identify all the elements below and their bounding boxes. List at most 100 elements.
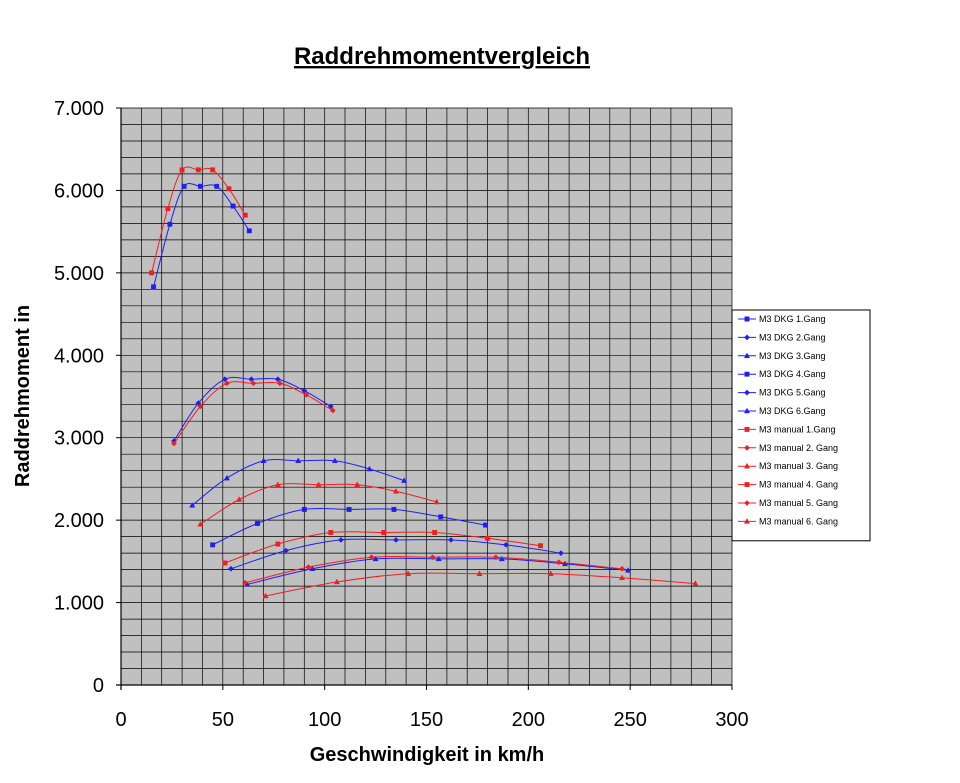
data-point: [447, 536, 454, 543]
legend-label: M3 DKG 4.Gang: [759, 369, 826, 379]
x-tick-label: 200: [512, 709, 545, 731]
data-point: [149, 270, 155, 276]
y-tick-label: 0: [93, 675, 104, 697]
data-point: [538, 543, 544, 549]
legend: M3 DKG 1.Gang M3 DKG 2.Gang M3 DKG 3.Gang M…: [731, 309, 871, 542]
data-point: [429, 554, 436, 561]
legend-marker: [744, 482, 750, 488]
y-axis-ticks: 0 1.000 2.000 3.000 4.000 5.000 6.000 7.000: [54, 98, 121, 697]
legend-item: M3 DKG 2.Gang: [738, 332, 826, 342]
y-axis-label: Raddrehmoment in: [12, 305, 34, 487]
series-m3-manual-1-gang: [149, 166, 248, 276]
data-point: [179, 167, 185, 173]
data-point: [557, 550, 564, 557]
series-m3-dkg-3-gang: [189, 457, 408, 508]
legend-item: M3 manual 1.Gang: [738, 424, 836, 434]
legend-label: M3 manual 2. Gang: [759, 443, 838, 453]
grid: [120, 107, 733, 686]
data-point: [391, 506, 397, 512]
data-point: [692, 580, 699, 586]
legend-item: M3 DKG 5.Gang: [738, 388, 826, 398]
data-point: [625, 567, 632, 573]
data-point: [555, 559, 562, 566]
data-point: [189, 501, 196, 508]
data-point: [301, 506, 307, 512]
data-point: [405, 570, 412, 576]
legend-item: M3 manual 5. Gang: [738, 498, 838, 508]
chart-title: Raddrehmomentvergleich: [294, 43, 590, 70]
legend-label: M3 DKG 1.Gang: [759, 314, 826, 324]
legend-item: M3 manual 4. Gang: [738, 480, 838, 490]
data-point: [228, 565, 234, 572]
legend-marker: [744, 316, 750, 322]
data-point: [346, 506, 352, 512]
data-point: [236, 496, 243, 502]
series-m3-dkg-1-gang: [151, 183, 252, 290]
data-point: [338, 536, 344, 543]
data-point: [255, 520, 260, 526]
legend-label: M3 manual 6. Gang: [759, 516, 838, 526]
data-point: [305, 564, 312, 571]
legend-marker: [744, 444, 750, 451]
data-point: [366, 465, 373, 472]
data-point: [328, 530, 334, 535]
data-point: [329, 407, 336, 414]
legend-marker: [743, 462, 751, 469]
data-point: [435, 555, 442, 562]
data-point: [315, 481, 322, 487]
data-point: [368, 554, 375, 561]
data-point: [354, 481, 361, 487]
legend-label: M3 manual 4. Gang: [759, 480, 838, 490]
legend-item: M3 manual 3. Gang: [738, 461, 838, 471]
data-point: [221, 376, 228, 383]
legend-marker: [744, 334, 750, 341]
x-tick-label: 0: [115, 709, 126, 731]
data-point: [432, 530, 438, 535]
legend-marker: [744, 371, 750, 377]
data-point: [309, 565, 316, 572]
data-point: [242, 212, 248, 218]
y-tick-label: 2.000: [54, 510, 104, 532]
legend-marker: [743, 407, 751, 414]
data-point: [223, 474, 230, 481]
data-point: [226, 186, 232, 192]
data-point: [498, 555, 505, 562]
data-point: [619, 574, 626, 581]
data-point: [561, 560, 569, 567]
legend-item: M3 DKG 3.Gang: [738, 351, 826, 361]
data-point: [433, 498, 440, 505]
data-point: [246, 228, 252, 234]
series-m3-dkg-5-gang: [228, 536, 564, 572]
x-axis-ticks: 0 50 100 150 200 250 300: [115, 685, 749, 731]
data-point: [392, 487, 399, 494]
data-point: [197, 183, 203, 189]
data-point: [438, 514, 444, 520]
y-tick-label: 5.000: [54, 263, 104, 285]
legend-box: [731, 309, 871, 542]
data-point: [214, 183, 220, 189]
data-point: [197, 403, 204, 410]
data-point: [165, 206, 171, 212]
data-point: [547, 570, 554, 576]
series-m3-manual-6-gang: [262, 570, 699, 599]
data-point: [242, 579, 249, 586]
y-tick-label: 3.000: [54, 428, 104, 450]
legend-marker: [744, 426, 750, 432]
series-m3-manual-4-gang: [222, 530, 544, 566]
y-tick-label: 6.000: [54, 180, 104, 202]
series-m3-manual-5-gang: [242, 554, 625, 586]
series-m3-dkg-2-gang: [170, 376, 334, 444]
series-layer: [149, 166, 699, 599]
legend-label: M3 manual 3. Gang: [759, 461, 838, 471]
data-point: [167, 221, 173, 227]
data-point: [210, 167, 216, 173]
data-point: [274, 481, 281, 487]
data-point: [401, 477, 408, 483]
data-point: [372, 555, 379, 562]
data-point: [262, 592, 269, 599]
legend-marker: [743, 518, 751, 524]
data-point: [248, 376, 255, 383]
data-point: [210, 542, 216, 548]
series-m3-manual-3-gang: [197, 481, 440, 527]
